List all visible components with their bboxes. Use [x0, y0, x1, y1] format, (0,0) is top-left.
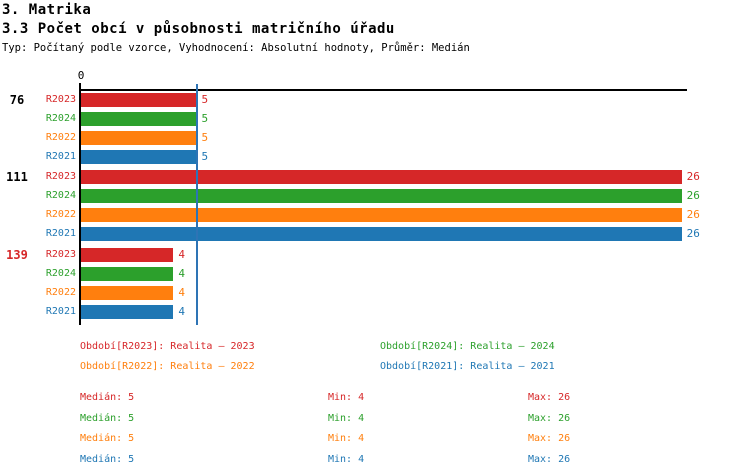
bar-value-label: 4	[178, 248, 186, 261]
x-axis-zero-label: 0	[77, 69, 85, 82]
bar	[81, 267, 174, 281]
stat-min: Min: 4	[328, 433, 365, 444]
stat-median: Medián: 5	[80, 413, 135, 424]
bar-value-label: 26	[686, 189, 700, 202]
bar-row-label: R2023	[45, 171, 76, 182]
bar	[81, 248, 174, 262]
bar-row-label: R2022	[45, 132, 76, 143]
median-line	[195, 84, 198, 325]
bar-value-label: 5	[201, 93, 209, 106]
bar	[81, 189, 682, 203]
legend-item: Období[R2022]: Realita – 2022	[80, 361, 255, 372]
bar	[81, 93, 197, 107]
bar-row-label: R2024	[45, 113, 76, 124]
bar	[81, 150, 197, 164]
bar-value-label: 5	[201, 112, 209, 125]
bar-value-label: 5	[201, 131, 209, 144]
legend-item: Období[R2021]: Realita – 2021	[380, 361, 555, 372]
bar-value-label: 4	[178, 286, 186, 299]
stat-min: Min: 4	[328, 392, 365, 403]
group-label: 139	[6, 248, 28, 262]
bar	[81, 131, 197, 145]
x-axis-line	[80, 89, 687, 91]
bar-value-label: 26	[686, 227, 700, 240]
bar	[81, 170, 682, 184]
bar-value-label: 26	[686, 208, 700, 221]
bar-value-label: 26	[686, 170, 700, 183]
stat-median: Medián: 5	[80, 392, 135, 403]
bar-value-label: 4	[178, 305, 186, 318]
bar	[81, 208, 682, 222]
group-label: 76	[9, 93, 25, 107]
stat-max: Max: 26	[528, 392, 571, 403]
stat-min: Min: 4	[328, 454, 365, 465]
bar-row-label: R2021	[45, 306, 76, 317]
chart-subtitle: 3.3 Počet obcí v působnosti matričního ú…	[2, 21, 395, 37]
bar	[81, 286, 174, 300]
stat-max: Max: 26	[528, 454, 571, 465]
legend-item: Období[R2023]: Realita – 2023	[80, 341, 255, 352]
bar-row-label: R2024	[45, 190, 76, 201]
bar-row-label: R2022	[45, 287, 76, 298]
bar-row-label: R2022	[45, 209, 76, 220]
bar-value-label: 4	[178, 267, 186, 280]
bar	[81, 305, 174, 319]
stat-max: Max: 26	[528, 413, 571, 424]
y-axis-line	[79, 83, 81, 325]
stat-median: Medián: 5	[80, 433, 135, 444]
bar-value-label: 5	[201, 150, 209, 163]
bar-row-label: R2023	[45, 94, 76, 105]
bar	[81, 112, 197, 126]
chart-meta: Typ: Počítaný podle vzorce, Vyhodnocení:…	[2, 42, 470, 54]
bar-row-label: R2021	[45, 151, 76, 162]
bar-row-label: R2021	[45, 228, 76, 239]
page-title: 3. Matrika	[2, 2, 92, 18]
group-label: 111	[6, 170, 28, 184]
bar-row-label: R2023	[45, 249, 76, 260]
legend-item: Období[R2024]: Realita – 2024	[380, 341, 555, 352]
stat-max: Max: 26	[528, 433, 571, 444]
bar-row-label: R2024	[45, 268, 76, 279]
stat-min: Min: 4	[328, 413, 365, 424]
bar	[81, 227, 682, 241]
stat-median: Medián: 5	[80, 454, 135, 465]
